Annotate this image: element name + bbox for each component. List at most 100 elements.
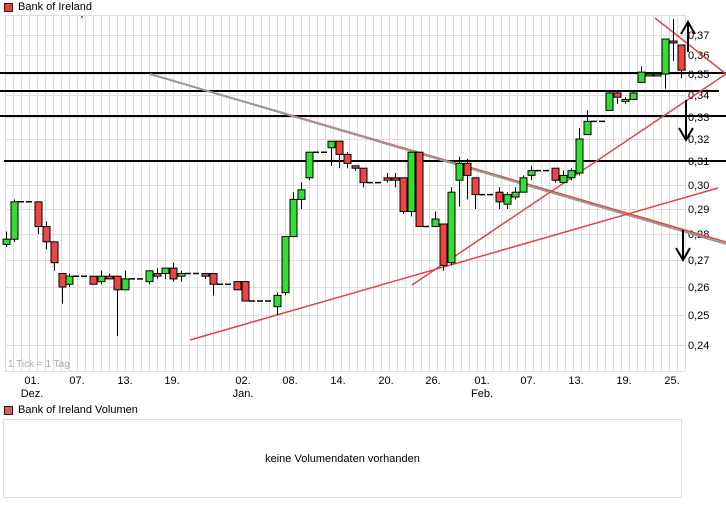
candle-body	[359, 167, 368, 184]
x-axis-label: 01.	[24, 375, 39, 387]
candle-body	[335, 140, 344, 155]
candle-body	[305, 151, 314, 179]
candle-body	[567, 170, 576, 179]
y-axis-label: 0,24	[688, 340, 709, 352]
candle-body	[383, 177, 392, 181]
x-axis-month-label: Dez.	[21, 388, 44, 400]
candle-body	[153, 273, 162, 277]
volume-legend: Bank of Ireland Volumen	[4, 404, 138, 416]
marker-dot	[81, 16, 83, 18]
x-axis-month-label: Jan.	[233, 388, 254, 400]
candle-body	[273, 294, 282, 308]
candle-body	[351, 165, 360, 169]
candle-body	[519, 177, 528, 193]
x-axis-label: 07.	[69, 375, 84, 387]
candle-body	[455, 162, 464, 181]
candle-body	[583, 120, 592, 136]
candle-body	[34, 201, 43, 228]
volume-panel: keine Volumendaten vorhanden	[3, 419, 682, 498]
candle-body	[105, 275, 114, 280]
candle-body	[407, 151, 416, 212]
candle-body	[471, 177, 480, 196]
x-axis-label: 19.	[616, 375, 631, 387]
candle-body	[50, 241, 59, 264]
candle-body	[661, 38, 670, 75]
x-axis-label: 08.	[282, 375, 297, 387]
candle-body	[343, 153, 352, 164]
price-chart: 1 Tick = 1 Tag 0,37 0,36 0,35 0,34 0,33 0,32 0,…	[0, 15, 726, 400]
candle-body	[463, 162, 472, 176]
candle-body	[177, 273, 186, 277]
y-axis-label: 0,34	[688, 90, 709, 102]
x-axis-label: 14.	[330, 375, 345, 387]
x-axis-label: 13.	[117, 375, 132, 387]
x-axis-label: 01.	[474, 375, 489, 387]
volume-empty-message: keine Volumendaten vorhanden	[265, 452, 420, 465]
candle-body	[629, 92, 638, 100]
y-axis-label: 0,36	[688, 50, 709, 62]
legend-swatch	[4, 405, 13, 415]
candle-body	[233, 281, 242, 291]
x-axis-label: 07.	[520, 375, 535, 387]
candle-body	[527, 170, 536, 176]
candle-body	[637, 71, 646, 83]
candle-body	[575, 138, 584, 174]
candle-body	[391, 177, 400, 181]
candle-body	[241, 281, 250, 302]
candle-body	[42, 226, 51, 243]
candle-body	[559, 174, 568, 184]
candle-body	[439, 223, 448, 266]
arrow-down-head-icon	[678, 127, 694, 142]
arrow-up-head-icon	[680, 20, 696, 35]
volume-title: Bank of Ireland Volumen	[18, 404, 138, 416]
candle-body	[327, 140, 336, 149]
tick-note: 1 Tick = 1 Tag	[8, 359, 70, 370]
candle-body	[511, 191, 520, 198]
arrow-down-head-icon	[675, 247, 691, 262]
candle-body	[281, 236, 290, 294]
candle-body	[113, 275, 122, 291]
y-axis-label: 0,27	[688, 255, 709, 267]
candle-body	[495, 191, 504, 203]
chart-title: Bank of Ireland	[18, 1, 92, 13]
candle-body	[161, 267, 170, 275]
candle-body	[201, 273, 210, 277]
y-axis-label: 0,26	[688, 282, 709, 294]
candle-body	[121, 278, 130, 291]
candle-body	[89, 275, 98, 285]
candle-body	[399, 177, 408, 213]
candle-body	[169, 267, 178, 280]
candle-body	[677, 44, 686, 71]
candle-body	[605, 92, 614, 111]
y-axis-label: 0,30	[688, 180, 709, 192]
candle-body	[431, 218, 440, 227]
candle-body	[10, 201, 19, 240]
candle-body	[209, 273, 218, 285]
trend-line	[411, 73, 726, 286]
candle-body	[2, 238, 11, 245]
candle-body	[97, 275, 106, 283]
y-axis-label: 0,37	[688, 30, 709, 42]
x-axis-label: 19.	[164, 375, 179, 387]
x-axis-label: 20.	[378, 375, 393, 387]
candle-body	[621, 98, 630, 102]
x-axis-label: 26.	[425, 375, 440, 387]
chart-legend: Bank of Ireland	[4, 1, 92, 13]
candle-body	[145, 270, 154, 283]
candle-body	[289, 198, 298, 238]
candle-body	[297, 189, 306, 200]
x-axis-label: 25.	[664, 375, 679, 387]
candle-body	[613, 92, 622, 98]
y-axis-label: 0,35	[688, 69, 709, 81]
x-axis-label: 13.	[568, 375, 583, 387]
candle-body	[653, 73, 662, 77]
y-axis-label: 0,29	[688, 204, 709, 216]
trend-line	[149, 73, 726, 245]
candle-body	[415, 151, 424, 227]
candle-body	[669, 40, 678, 44]
x-axis-month-label: Feb.	[471, 388, 493, 400]
candle-body	[503, 194, 512, 205]
legend-swatch	[4, 2, 13, 12]
y-axis-label: 0,33	[688, 112, 709, 124]
candle-body	[65, 275, 74, 285]
